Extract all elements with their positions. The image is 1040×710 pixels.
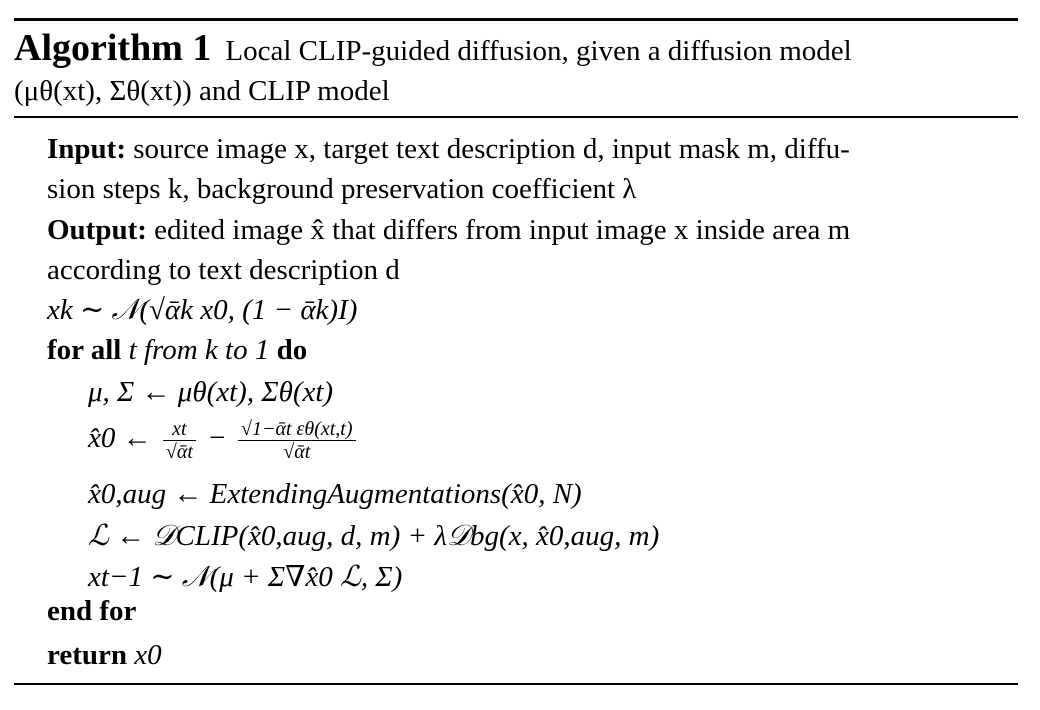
fraction-2-denominator: √ᾱt: [283, 441, 311, 463]
fraction-1-numerator: xt: [162, 418, 196, 441]
top-rule: [14, 18, 1018, 21]
x0-lhs: x̂0 ←: [88, 422, 152, 455]
output-line-1: Output: edited image x̂ that differs fro…: [47, 210, 1022, 250]
fraction-1-denominator: √ᾱt: [165, 441, 193, 463]
algorithm-label: Algorithm 1: [14, 27, 212, 69]
loop-range: t from k to 1: [128, 334, 270, 366]
output-text-1: edited image x̂ that differs from input …: [154, 214, 851, 246]
caption-rule: [14, 116, 1018, 118]
input-line-1: Input: source image x, target text descr…: [47, 129, 1022, 169]
algorithm-caption: Algorithm 1 Local CLIP-guided diffusion, …: [14, 28, 1018, 111]
fraction-1: xt √ᾱt: [162, 418, 196, 463]
bottom-rule: [14, 683, 1018, 685]
caption-title: Local CLIP-guided diffusion, given a dif…: [225, 35, 852, 67]
end-for: end for: [47, 595, 137, 627]
input-line-2: sion steps k, background preservation co…: [47, 173, 637, 205]
step-mu-sigma: μ, Σ ← μθ(xt), Σθ(xt): [88, 376, 334, 408]
input-label: Input:: [47, 133, 126, 165]
return-keyword: return: [47, 639, 128, 671]
output-line-2: according to text description d: [47, 254, 400, 286]
fraction-2-numerator: √1−ᾱt εθ(xt,t): [237, 418, 356, 441]
do-keyword: do: [276, 334, 308, 366]
for-keyword: for all: [47, 334, 122, 366]
for-loop-header: for all t from k to 1 do: [47, 330, 1022, 370]
step-x0-estimate: x̂0 ← xt √ᾱt − √1−ᾱt εθ(xt,t) √ᾱt: [88, 418, 1040, 463]
init-step: xk ∼ 𝒩(√ᾱk x0, (1 − ᾱk)I): [47, 294, 358, 326]
step-loss: ℒ ← 𝒟CLIP(x̂0,aug, d, m) + λ𝒟bg(x, x̂0,a…: [88, 520, 660, 552]
minus-sign: −: [207, 422, 227, 455]
step-sample: xt−1 ∼ 𝒩(μ + Σ∇x̂0 ℒ, Σ): [88, 561, 403, 593]
caption-line-1: Algorithm 1 Local CLIP-guided diffusion, …: [14, 28, 1018, 71]
fraction-2: √1−ᾱt εθ(xt,t) √ᾱt: [237, 418, 356, 463]
input-text-1: source image x, target text description …: [133, 133, 850, 165]
caption-line-2: (μθ(xt), Σθ(xt)) and CLIP model: [14, 75, 390, 107]
output-label: Output:: [47, 214, 147, 246]
return-line: return x0: [47, 635, 1022, 675]
step-augmentations: x̂0,aug ← ExtendingAugmentations(x̂0, N): [88, 478, 582, 510]
return-value: x0: [134, 639, 162, 671]
